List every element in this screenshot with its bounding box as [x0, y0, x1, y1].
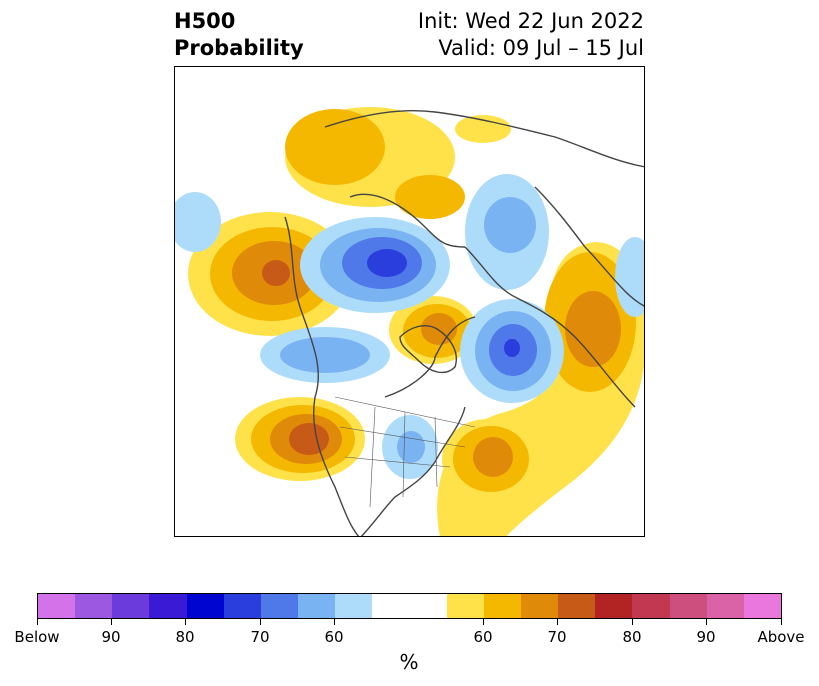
colorbar-tick-label: 70	[547, 628, 567, 646]
colorbar-segment	[112, 594, 150, 618]
colorbar-segment	[595, 594, 633, 618]
anomaly-above-western-us	[235, 397, 365, 481]
anomaly-below-west-pacific	[175, 192, 644, 317]
colorbar-units: %	[399, 650, 419, 674]
probability-map	[174, 66, 645, 537]
chart-title-right: Init: Wed 22 Jun 2022 Valid: 09 Jul – 15…	[418, 8, 644, 62]
colorbar-segment	[260, 594, 299, 618]
colorbar-tick-label: 80	[175, 628, 195, 646]
colorbar-segment	[632, 594, 670, 618]
colorbar-segment	[38, 594, 76, 618]
colorbar-tick-label: 90	[696, 628, 716, 646]
colorbar-tick-label: 80	[622, 628, 642, 646]
colorbar-tick	[111, 619, 112, 625]
colorbar	[37, 593, 782, 619]
title-variable: H500	[174, 9, 236, 33]
colorbar-tick-label: 70	[250, 628, 270, 646]
colorbar-segment	[743, 594, 782, 618]
colorbar-tick	[334, 619, 335, 625]
coastlines	[284, 109, 644, 536]
anomaly-above-siberia	[285, 107, 511, 219]
colorbar-segment	[223, 594, 261, 618]
colorbar-tick-label: 90	[101, 628, 121, 646]
title-product: Probability	[174, 36, 304, 60]
colorbar-segment	[75, 594, 113, 618]
anomaly-below-arctic	[465, 174, 549, 290]
colorbar-tick-label: Below	[14, 628, 60, 646]
colorbar-tick	[706, 619, 707, 625]
chart-title-left: H500 Probability	[174, 8, 304, 62]
title-init-date: Init: Wed 22 Jun 2022	[417, 9, 644, 33]
colorbar-tick-label: 60	[324, 628, 344, 646]
state-borders	[334, 396, 476, 508]
anomaly-above-greenland	[389, 296, 477, 364]
colorbar-segment	[521, 594, 559, 618]
colorbar-segment	[669, 594, 707, 618]
colorbar-segment	[706, 594, 744, 618]
colorbar-segment	[483, 594, 522, 618]
colorbar-segment	[298, 594, 336, 618]
title-valid-range: Valid: 09 Jul – 15 Jul	[438, 36, 644, 60]
colorbar-segment	[335, 594, 373, 618]
anomaly-below-north-atlantic	[460, 299, 564, 403]
colorbar-tick-label: Above	[757, 628, 805, 646]
map-canvas	[175, 107, 644, 536]
colorbar-segment	[372, 594, 447, 618]
colorbar-tick	[37, 619, 38, 625]
anomaly-below-northwest-canada	[300, 217, 450, 313]
colorbar-segment	[446, 594, 484, 618]
colorbar-segment	[186, 594, 224, 618]
colorbar-segment	[149, 594, 187, 618]
colorbar-tick	[781, 619, 782, 625]
colorbar-tick-label: 60	[473, 628, 493, 646]
colorbar-tick	[483, 619, 484, 625]
colorbar-tick	[632, 619, 633, 625]
colorbar-tick	[185, 619, 186, 625]
colorbar-tick	[260, 619, 261, 625]
colorbar-segment	[558, 594, 596, 618]
anomaly-below-central-canada	[260, 327, 390, 383]
colorbar-tick	[557, 619, 558, 625]
anomaly-above-atlantic-europe	[437, 242, 644, 536]
